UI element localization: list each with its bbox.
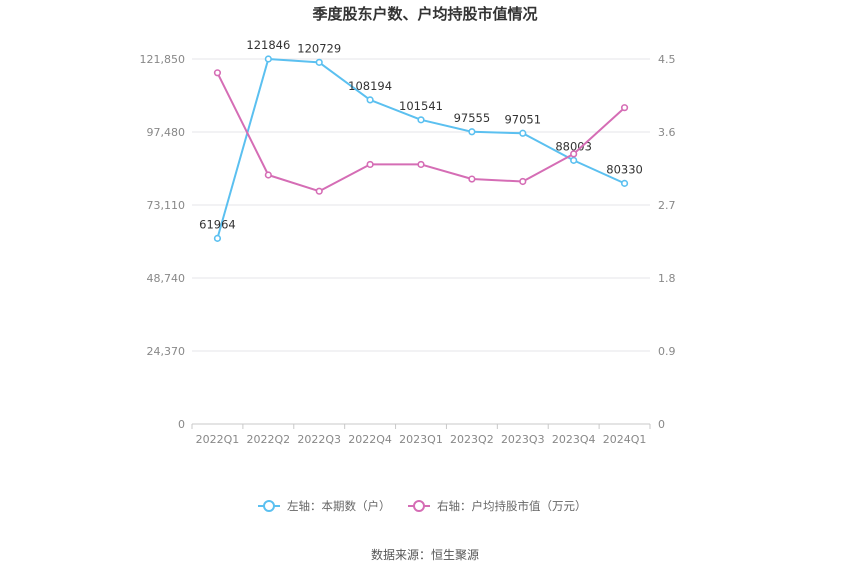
x-tick-label: 2022Q3	[297, 433, 341, 446]
y-right-tick-label: 4.5	[658, 53, 676, 66]
data-point	[213, 69, 222, 77]
data-point	[264, 171, 272, 179]
x-tick-label: 2022Q1	[196, 433, 240, 446]
x-tick-label: 2022Q4	[348, 433, 392, 446]
data-label: 80330	[606, 162, 643, 176]
data-point	[366, 160, 374, 169]
y-left-tick-label: 24,370	[147, 345, 186, 358]
x-tick-label: 2023Q2	[450, 433, 494, 446]
y-right-tick-label: 0	[658, 418, 665, 431]
y-right-tick-label: 1.8	[658, 272, 676, 285]
y-left-tick-label: 0	[178, 418, 185, 431]
data-point	[417, 160, 425, 169]
data-point	[417, 116, 425, 124]
data-point	[213, 234, 222, 242]
data-point	[570, 156, 578, 164]
data-label: 61964	[199, 217, 236, 231]
data-label: 121846	[246, 38, 290, 52]
y-right-tick-label: 0.9	[658, 345, 676, 358]
y-right-tick-label: 2.7	[658, 199, 676, 212]
data-point	[468, 175, 476, 183]
legend-swatch-marker	[413, 500, 425, 512]
legend-label: 左轴：本期数（户）	[287, 499, 391, 513]
y-left-tick-label: 73,110	[147, 199, 186, 212]
data-point	[264, 55, 272, 63]
data-label: 97051	[504, 112, 541, 126]
x-tick-label: 2023Q3	[501, 433, 545, 446]
x-tick-label: 2022Q2	[247, 433, 291, 446]
series: 61964 121846 120729 108194 101541 97555 97051 8…	[199, 38, 643, 242]
data-point	[519, 177, 527, 186]
y-left-tick-label: 121,850	[140, 53, 186, 66]
data-point	[519, 129, 527, 137]
data-point	[620, 104, 629, 112]
data-label: 97555	[454, 111, 491, 125]
data-label: 108194	[348, 79, 392, 93]
legend: 左轴：本期数（户） 右轴：户均持股市值（万元）	[258, 499, 587, 513]
data-label: 88003	[555, 139, 592, 153]
chart-title: 季度股东户数、户均持股市值情况	[312, 5, 537, 23]
y-left-tick-label: 97,480	[147, 126, 186, 139]
data-point	[570, 150, 578, 158]
x-tick-label: 2023Q1	[399, 433, 443, 446]
data-label: 120729	[297, 41, 341, 55]
legend-label: 右轴：户均持股市值（万元）	[437, 499, 587, 513]
data-point	[468, 128, 476, 136]
x-tick-label: 2023Q4	[552, 433, 596, 446]
data-point	[315, 187, 323, 195]
x-tick-label: 2024Q1	[603, 433, 647, 446]
y-right-tick-label: 3.6	[658, 126, 676, 139]
axes: 0 0 24,370 0.9 48,740 1.8 73,110 2.7 97,480 3.6 12…	[140, 53, 676, 446]
data-point	[620, 179, 629, 187]
data-source: 数据来源：恒生聚源	[371, 547, 479, 562]
data-label: 101541	[399, 99, 443, 113]
legend-swatch-marker	[263, 500, 275, 512]
data-point	[315, 58, 323, 66]
y-left-tick-label: 48,740	[147, 272, 186, 285]
data-point	[366, 96, 374, 104]
